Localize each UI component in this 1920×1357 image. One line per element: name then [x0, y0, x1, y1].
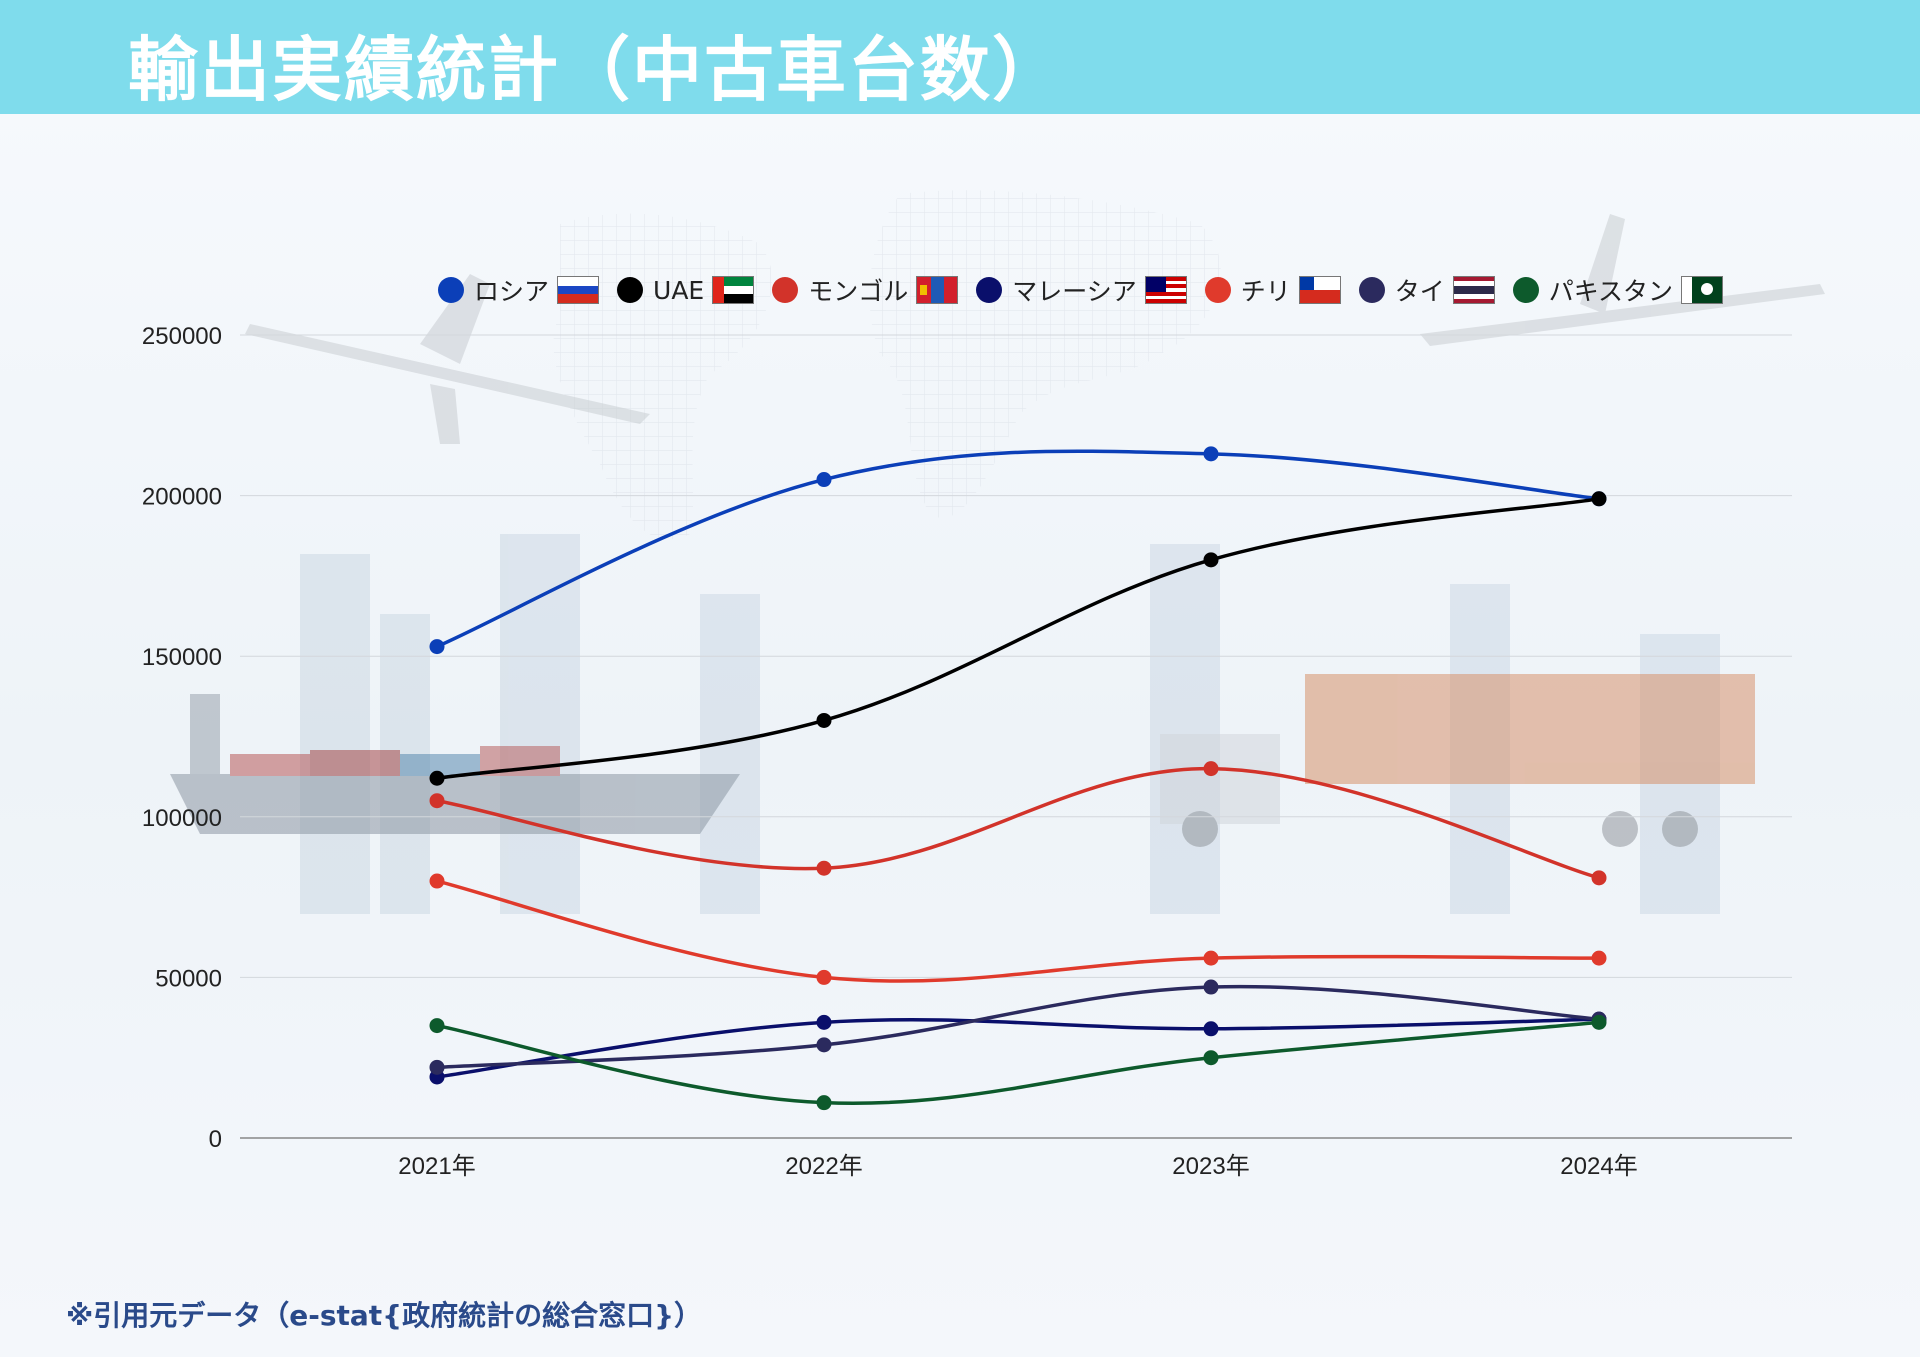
data-point — [816, 1014, 832, 1030]
source-note: ※引用元データ（e-stat{政府統計の総合窓口}） — [66, 1299, 703, 1332]
series — [429, 446, 1607, 1111]
data-point — [429, 770, 445, 786]
legend-label: パキスタン — [1548, 277, 1674, 306]
axes: 0 50000 100000 150000 200000 250000 2021年 2022年… — [142, 323, 1638, 1180]
legend-marker — [1358, 277, 1385, 303]
data-point — [1203, 1050, 1219, 1066]
pakistan-flag-icon — [1681, 276, 1724, 304]
y-tick-label: 250000 — [142, 323, 222, 350]
data-point — [1203, 552, 1219, 568]
legend-marker — [772, 277, 799, 303]
legend-label: モンゴル — [808, 277, 909, 306]
y-tick-label: 150000 — [142, 644, 222, 671]
series-1 — [429, 491, 1607, 786]
legend-item: モンゴル — [772, 272, 959, 308]
data-point — [816, 969, 832, 985]
series-6 — [429, 1014, 1607, 1111]
airplane-graphic — [245, 214, 1825, 444]
russia-flag-icon — [557, 276, 600, 304]
series-4 — [429, 873, 1607, 985]
chart-legend: ロシア UAE モンゴル マレーシア チリ タイ パキスタン — [438, 272, 1741, 308]
x-tick-label: 2023年 — [1172, 1153, 1249, 1180]
gridlines — [240, 334, 1792, 1139]
legend-marker — [617, 277, 644, 303]
data-point — [1203, 446, 1219, 462]
truck-graphic — [1160, 674, 1755, 847]
series-line — [436, 984, 1600, 1070]
legend-label: タイ — [1394, 277, 1445, 306]
data-point — [429, 1059, 445, 1075]
legend-item: マレーシア — [976, 272, 1187, 308]
series-line — [436, 497, 1600, 780]
y-tick-label: 200000 — [142, 484, 222, 511]
series-line — [436, 1017, 1600, 1079]
data-point — [429, 793, 445, 809]
uae-flag-icon — [712, 276, 755, 304]
data-point — [816, 712, 832, 728]
data-point — [1203, 950, 1219, 966]
data-point — [1591, 1014, 1607, 1030]
x-tick-label: 2022年 — [785, 1153, 862, 1180]
data-point — [429, 873, 445, 889]
legend-label: ロシア — [474, 277, 550, 306]
background-illustration — [170, 190, 1825, 914]
series-3 — [429, 1011, 1607, 1085]
series-2 — [429, 761, 1607, 886]
data-point — [429, 1018, 445, 1034]
legend-label: マレーシア — [1012, 277, 1137, 306]
legend-marker — [1204, 277, 1231, 303]
series-line — [436, 1020, 1600, 1105]
series-line — [436, 879, 1600, 983]
legend-marker — [976, 277, 1003, 303]
thailand-flag-icon — [1452, 276, 1495, 304]
chile-flag-icon — [1298, 276, 1341, 304]
legend-item: チリ — [1204, 272, 1341, 308]
mongolia-flag-icon — [916, 276, 959, 304]
data-point — [816, 860, 832, 876]
series-line — [436, 766, 1600, 880]
legend-item: パキスタン — [1512, 272, 1724, 308]
data-point — [1203, 761, 1219, 777]
data-point — [1591, 950, 1607, 966]
page-title: 輸出実績統計（中古車台数） — [128, 29, 1064, 111]
series-0 — [429, 446, 1607, 655]
y-tick-label: 50000 — [155, 965, 222, 992]
header-bar — [0, 0, 1920, 114]
legend-marker — [1512, 277, 1539, 303]
data-point — [816, 1037, 832, 1053]
x-tick-label: 2021年 — [398, 1153, 475, 1180]
data-point — [816, 1095, 832, 1111]
x-tick-label: 2024年 — [1560, 1153, 1637, 1180]
series-5 — [429, 979, 1607, 1075]
legend-label: UAE — [653, 275, 705, 305]
data-point — [1203, 979, 1219, 995]
y-tick-label: 0 — [209, 1126, 222, 1153]
legend-item: タイ — [1358, 272, 1495, 308]
malaysia-flag-icon — [1144, 276, 1187, 304]
y-tick-label: 100000 — [142, 805, 222, 832]
legend-marker — [438, 277, 464, 303]
data-point — [429, 639, 445, 655]
data-point — [816, 472, 832, 488]
data-point — [1591, 870, 1607, 886]
legend-label: チリ — [1240, 277, 1291, 306]
legend-item: ロシア — [438, 272, 600, 308]
legend-item: UAE — [617, 275, 755, 305]
series-line — [436, 449, 1600, 649]
data-point — [1591, 491, 1607, 507]
data-point — [1203, 1021, 1219, 1037]
